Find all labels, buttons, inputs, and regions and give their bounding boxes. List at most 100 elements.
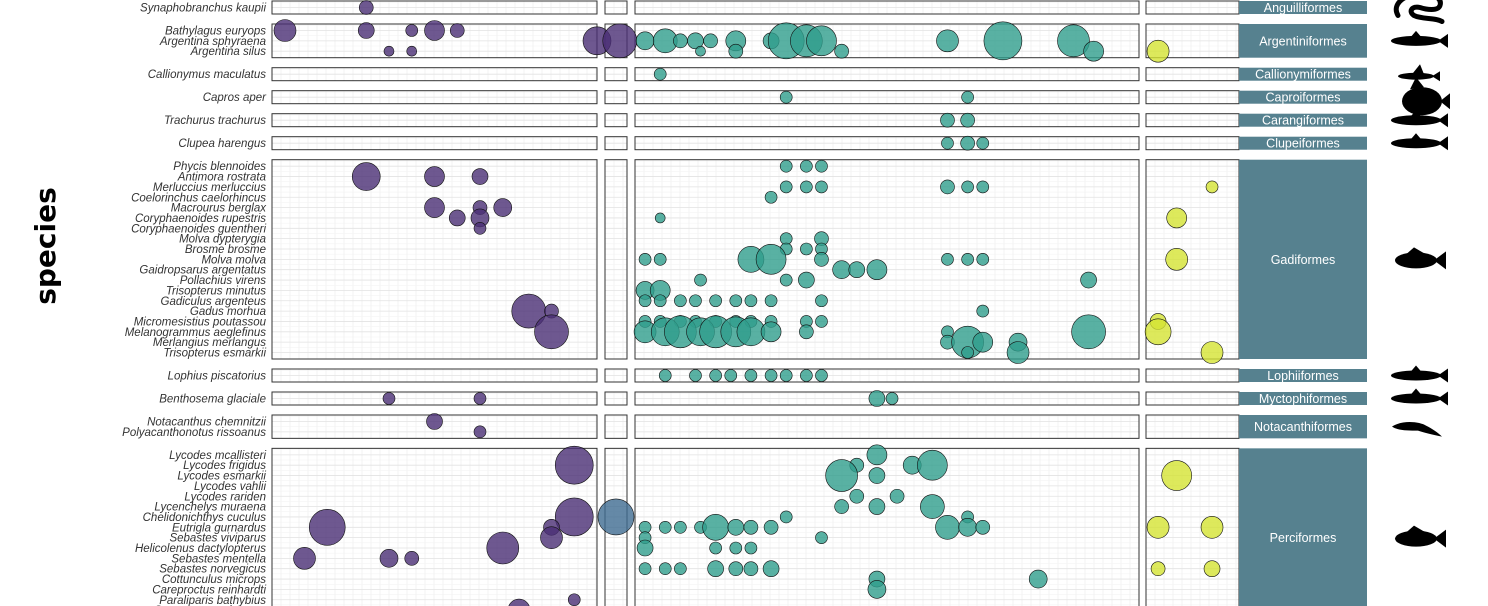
bubble [638, 294, 652, 308]
bubble [940, 112, 955, 128]
species-label: Polyacanthonotus rissoanus [122, 427, 266, 439]
bubble [961, 346, 974, 359]
panel-anguilliformes-2 [604, 0, 628, 15]
species-label: Coryphaenoides rupestris [135, 213, 266, 225]
bubble [379, 549, 399, 568]
bubble [849, 488, 865, 504]
bubble [868, 498, 886, 515]
bubble [1166, 207, 1187, 229]
bubble [961, 90, 974, 104]
bubble [597, 498, 635, 536]
strip-lophiiformes [1239, 369, 1367, 382]
bubble [834, 499, 849, 514]
bubble [832, 260, 851, 280]
bubble [889, 488, 905, 504]
bubble [383, 45, 395, 57]
bubble [814, 252, 829, 267]
strip-label: Carangiformes [1262, 114, 1344, 128]
species-label: Benthosema glaciale [159, 394, 266, 406]
bubble [941, 136, 954, 150]
order-strip-layer: Anguilliformes Argentiniformes Callionymif… [1239, 1, 1367, 606]
bubble [707, 560, 724, 578]
bubble [534, 314, 569, 350]
dragonet-silhouette-icon [1398, 64, 1440, 82]
eel-silhouette-icon [1393, 0, 1445, 24]
panel-lophiiformes-2 [604, 368, 628, 383]
bubble [867, 580, 887, 599]
bubble [935, 514, 960, 540]
bubble [920, 494, 945, 519]
bubble [941, 253, 954, 266]
species-label-layer: Synaphobranchus kaupii Bathylagus euryops… [122, 3, 267, 606]
cod-silhouette-icon [1395, 247, 1446, 270]
bubble [1203, 560, 1221, 578]
bubble [868, 390, 886, 407]
strip-label: Notacanthiformes [1254, 420, 1352, 434]
bubble [729, 541, 743, 555]
bubble [653, 67, 667, 81]
strip-carangiformes [1239, 113, 1367, 127]
panel-myctophiformes-4 [1145, 391, 1240, 406]
bubble [1146, 515, 1170, 539]
species-label: Coryphaenoides guentheri [131, 223, 266, 235]
bubble [635, 31, 655, 51]
strip-argentiniformes [1239, 24, 1367, 58]
panel-caproiformes-3 [634, 90, 1140, 105]
bubble [779, 180, 793, 194]
bubble [638, 253, 652, 266]
perch-silhouette-icon [1395, 525, 1446, 548]
bubble [744, 369, 758, 382]
panel-notacanthiformes-4 [1145, 414, 1240, 439]
bubble [976, 136, 990, 150]
bubble [1200, 515, 1224, 539]
panel-clupeiformes-3 [634, 136, 1140, 151]
bubble [728, 561, 744, 577]
species-label: Sebastes mentella [171, 553, 266, 565]
bubble [636, 539, 654, 557]
bubble [763, 519, 779, 535]
species-label: Lycodes vahlii [194, 481, 266, 493]
bubble [800, 180, 813, 194]
species-label: Synaphobranchus kaupii [140, 3, 266, 15]
bubble [653, 294, 667, 308]
panel-lophiiformes-1 [271, 368, 598, 383]
species-label: Molva dypterygia [179, 234, 266, 246]
bubble [449, 23, 465, 38]
panel-callionymiformes-1 [271, 67, 598, 82]
species-label: Merlangius merlangus [153, 337, 266, 349]
panel-callionymiformes-4 [1145, 67, 1240, 82]
bubble [1150, 561, 1166, 577]
bubble [724, 369, 738, 382]
bubble [1161, 460, 1192, 491]
bubble [736, 317, 766, 347]
bubble [866, 259, 888, 281]
bubble [779, 90, 793, 104]
argentine-fish-silhouette-icon [1391, 30, 1448, 48]
bubble [760, 321, 782, 343]
bubble [709, 541, 722, 555]
bubble [709, 369, 722, 382]
bubble [815, 180, 828, 194]
species-label: Callionymus maculatus [148, 69, 266, 81]
boarfish-silhouette-icon [1402, 77, 1450, 116]
strip-anguilliformes [1239, 1, 1367, 14]
bubble [764, 294, 778, 308]
bubble [554, 445, 594, 485]
species-label: Gadus morhua [190, 306, 266, 318]
bubble [825, 459, 858, 492]
silhouette-layer [1391, 0, 1450, 548]
species-label: Clupea harengus [178, 138, 266, 150]
bubble [744, 294, 758, 308]
strip-callionymiformes [1239, 67, 1367, 81]
bubble [1205, 180, 1219, 194]
strip-notacanthiformes [1239, 415, 1367, 439]
bubble [567, 593, 581, 606]
panel-carangiformes-2 [604, 113, 628, 128]
bubble [426, 413, 443, 430]
bubble [885, 392, 899, 405]
bubble [1144, 318, 1172, 346]
bubble [958, 517, 977, 537]
bubble [554, 497, 594, 537]
species-label: Merluccius merluccius [153, 182, 266, 194]
